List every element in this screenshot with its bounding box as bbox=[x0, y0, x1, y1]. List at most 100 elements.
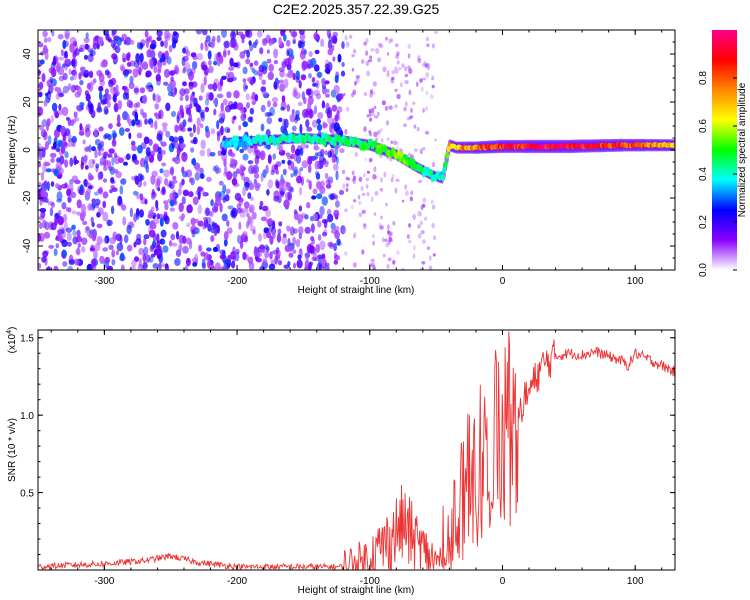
noise-cell bbox=[130, 140, 136, 147]
noise-cell bbox=[150, 194, 156, 200]
noise-cell bbox=[283, 118, 289, 129]
noise-cell bbox=[383, 171, 387, 178]
noise-cell bbox=[166, 33, 172, 38]
noise-cell bbox=[245, 254, 249, 262]
noise-cell bbox=[389, 158, 393, 162]
noise-cell bbox=[307, 109, 315, 119]
noise-cell bbox=[344, 128, 348, 135]
noise-cell bbox=[259, 205, 263, 210]
noise-cell bbox=[255, 182, 259, 187]
noise-cell bbox=[51, 102, 58, 112]
noise-cell bbox=[204, 125, 209, 133]
noise-cell bbox=[224, 165, 228, 175]
noise-cell bbox=[103, 237, 107, 245]
noise-cell bbox=[119, 252, 125, 261]
noise-cell bbox=[120, 65, 126, 72]
noise-cell bbox=[153, 65, 158, 74]
noise-cell bbox=[431, 161, 436, 168]
noise-cell bbox=[102, 247, 109, 252]
noise-cell bbox=[308, 73, 312, 79]
noise-cell bbox=[58, 103, 62, 111]
colorbar-tick-label: 0.8 bbox=[698, 71, 709, 85]
noise-cell bbox=[133, 241, 137, 248]
ridge-cell bbox=[445, 152, 450, 159]
noise-cell bbox=[140, 174, 145, 181]
noise-cell bbox=[343, 92, 346, 97]
noise-cell bbox=[189, 177, 194, 183]
noise-cell bbox=[251, 164, 258, 173]
noise-cell bbox=[192, 55, 198, 61]
noise-cell bbox=[85, 93, 91, 102]
noise-cell bbox=[173, 136, 179, 143]
noise-cell bbox=[159, 57, 163, 63]
noise-cell bbox=[273, 48, 279, 59]
noise-cell bbox=[50, 157, 55, 163]
noise-cell bbox=[300, 74, 307, 81]
noise-cell bbox=[126, 53, 131, 62]
noise-cell bbox=[329, 123, 334, 128]
noise-cell bbox=[83, 37, 90, 43]
noise-cell bbox=[133, 256, 140, 262]
noise-cell bbox=[282, 181, 289, 191]
noise-cell bbox=[299, 30, 305, 35]
noise-cell bbox=[396, 51, 400, 57]
noise-cell bbox=[63, 58, 70, 65]
noise-cell bbox=[169, 207, 175, 212]
noise-cell bbox=[218, 180, 224, 186]
noise-cell bbox=[310, 223, 315, 234]
noise-cell bbox=[68, 259, 75, 266]
noise-cell bbox=[209, 152, 216, 157]
noise-cell bbox=[360, 185, 364, 192]
noise-cell bbox=[219, 78, 224, 87]
noise-cell bbox=[333, 252, 338, 258]
noise-cell bbox=[114, 45, 121, 54]
noise-cell bbox=[41, 73, 46, 83]
noise-cell bbox=[334, 194, 339, 200]
noise-cell bbox=[287, 245, 293, 253]
noise-cell bbox=[90, 265, 97, 270]
noise-cell bbox=[150, 175, 156, 185]
noise-cell bbox=[67, 133, 72, 142]
noise-cell bbox=[381, 237, 385, 243]
noise-cell bbox=[169, 192, 176, 200]
noise-cell bbox=[272, 153, 276, 160]
noise-cell bbox=[394, 88, 398, 92]
noise-cell bbox=[213, 228, 218, 237]
noise-cell bbox=[327, 150, 333, 158]
noise-cell bbox=[286, 104, 291, 112]
top-y-axis: -40 -20 0 20 40 bbox=[22, 29, 675, 271]
noise-cell bbox=[227, 205, 234, 210]
noise-cell bbox=[248, 40, 252, 46]
noise-cell bbox=[344, 35, 348, 41]
noise-cell bbox=[57, 236, 62, 242]
noise-cell bbox=[390, 140, 394, 144]
noise-cell bbox=[122, 85, 127, 91]
noise-cell bbox=[417, 58, 422, 64]
noise-cell bbox=[236, 234, 242, 244]
noise-cell bbox=[212, 35, 216, 43]
noise-cell bbox=[413, 124, 417, 129]
noise-cell bbox=[144, 198, 148, 205]
noise-cell bbox=[372, 265, 376, 269]
noise-cell bbox=[340, 70, 346, 77]
noise-cell bbox=[152, 222, 157, 230]
noise-cell bbox=[369, 117, 373, 122]
noise-cell bbox=[181, 152, 188, 162]
noise-cell bbox=[269, 251, 273, 260]
noise-cell bbox=[297, 214, 304, 224]
noise-cell bbox=[223, 40, 230, 49]
noise-cell bbox=[246, 102, 250, 109]
noise-cell bbox=[352, 89, 357, 95]
noise-cell bbox=[263, 231, 268, 240]
noise-cell bbox=[321, 196, 328, 206]
noise-cell bbox=[144, 30, 149, 38]
noise-cell bbox=[46, 181, 50, 192]
noise-cell bbox=[180, 108, 185, 115]
noise-cell bbox=[335, 170, 339, 181]
noise-cell bbox=[351, 178, 356, 182]
noise-cell bbox=[261, 205, 269, 212]
noise-cell bbox=[177, 110, 182, 116]
noise-cell bbox=[431, 222, 435, 229]
noise-cell bbox=[409, 115, 414, 119]
noise-cell bbox=[125, 153, 131, 160]
